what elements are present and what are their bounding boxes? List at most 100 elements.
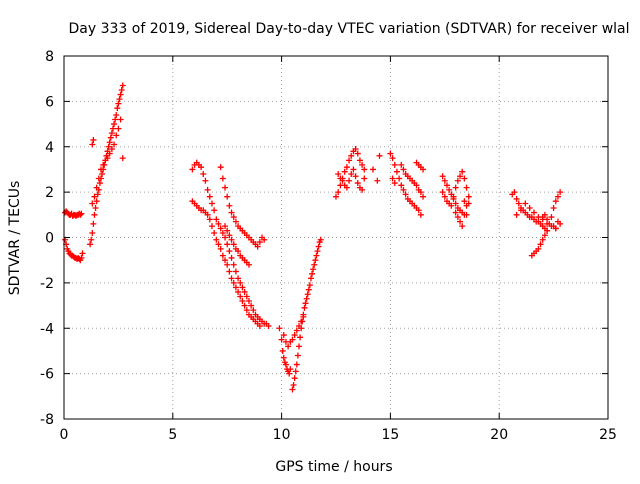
data-point	[544, 216, 551, 223]
data-point	[391, 161, 398, 168]
data-point	[548, 214, 555, 221]
series-arc-8	[222, 223, 252, 268]
data-point	[315, 243, 322, 250]
data-point	[348, 170, 355, 177]
data-point	[91, 211, 98, 218]
data-point	[78, 254, 85, 261]
data-point	[557, 189, 564, 196]
data-point	[389, 155, 396, 162]
data-point	[465, 193, 472, 200]
data-point	[291, 375, 298, 382]
data-point	[314, 248, 321, 255]
data-point	[305, 286, 312, 293]
data-point	[224, 241, 231, 248]
data-point	[232, 284, 239, 291]
y-tick-label: -2	[40, 276, 54, 292]
data-point	[280, 354, 287, 361]
data-point	[459, 168, 466, 175]
data-point	[285, 343, 292, 350]
data-point	[350, 166, 357, 173]
data-point	[239, 284, 246, 291]
data-point	[352, 146, 359, 153]
data-point	[222, 257, 229, 264]
data-point	[204, 211, 211, 218]
data-point	[222, 234, 229, 241]
data-point	[361, 166, 368, 173]
data-point	[343, 164, 350, 171]
data-point	[415, 207, 422, 214]
data-point	[402, 191, 409, 198]
series-arc-16	[413, 159, 427, 173]
data-point	[213, 216, 220, 223]
data-point	[420, 193, 427, 200]
data-point	[552, 225, 559, 232]
data-point	[361, 175, 368, 182]
data-point	[237, 279, 244, 286]
data-point	[113, 111, 120, 118]
data-point	[232, 218, 239, 225]
data-point	[113, 132, 120, 139]
data-point	[374, 177, 381, 184]
data-point	[89, 229, 96, 236]
data-point	[313, 252, 320, 259]
data-point	[230, 214, 237, 221]
data-point	[256, 322, 263, 329]
data-point	[535, 245, 542, 252]
data-point	[289, 386, 296, 393]
grid-lines	[64, 56, 608, 419]
data-point	[107, 134, 114, 141]
data-point	[204, 186, 211, 193]
data-point	[461, 198, 468, 205]
data-point	[92, 205, 99, 212]
data-point	[106, 150, 113, 157]
data-point	[389, 175, 396, 182]
data-point	[116, 96, 123, 103]
data-point	[91, 193, 98, 200]
data-point	[541, 211, 548, 218]
series-arc-20	[509, 189, 551, 234]
data-point	[114, 105, 121, 112]
data-point	[217, 164, 224, 171]
data-point	[108, 130, 115, 137]
series-arc-18	[439, 168, 472, 209]
data-point	[441, 177, 448, 184]
data-point	[550, 205, 557, 212]
data-point	[232, 268, 239, 275]
data-point	[261, 236, 268, 243]
y-tick-label: 0	[45, 231, 54, 247]
data-point	[307, 275, 314, 282]
data-point	[119, 155, 126, 162]
y-tick-label: 8	[45, 49, 54, 65]
data-point	[211, 229, 218, 236]
data-point	[443, 182, 450, 189]
series-arc-2	[87, 82, 126, 248]
data-point	[335, 170, 342, 177]
data-point	[250, 307, 257, 314]
chart-title: Day 333 of 2019, Sidereal Day-to-day VTE…	[68, 21, 629, 37]
data-point	[286, 370, 293, 377]
y-tick-label: 6	[45, 94, 54, 110]
data-point	[356, 157, 363, 164]
data-point	[333, 193, 339, 200]
data-point	[398, 182, 405, 189]
data-point	[119, 82, 126, 89]
data-point	[420, 166, 427, 173]
series-arc-22	[528, 189, 564, 259]
data-point	[335, 189, 342, 196]
data-point	[439, 173, 446, 180]
data-point	[217, 225, 224, 232]
data-point	[294, 352, 301, 359]
data-point	[391, 180, 398, 187]
series-arc-23	[539, 211, 561, 232]
series-arc-10	[289, 236, 324, 393]
data-point	[463, 184, 470, 191]
data-point	[189, 166, 196, 173]
data-point	[93, 184, 100, 191]
data-point	[280, 332, 287, 339]
x-tick-label: 0	[60, 427, 69, 443]
data-point	[211, 207, 218, 214]
data-point	[118, 87, 125, 94]
data-point	[298, 318, 305, 325]
data-point	[224, 261, 231, 268]
